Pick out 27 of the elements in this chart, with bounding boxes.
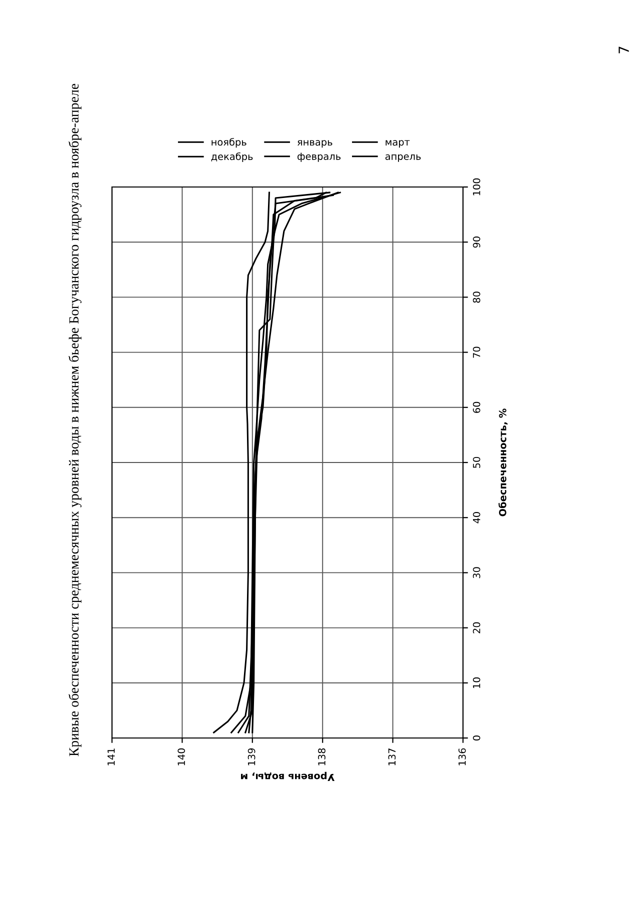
legend-label: январь: [298, 140, 332, 148]
y-tick-label: 0: [472, 736, 480, 740]
y-tick-label: 100: [472, 178, 480, 196]
y-tick-label: 60: [472, 402, 480, 413]
y-tick-label: 30: [472, 567, 480, 578]
text: 7: [618, 46, 629, 54]
legend-label: февраль: [298, 152, 341, 162]
x-tick-label: 138: [318, 748, 326, 766]
x-axis-title: Уровень воды, м: [241, 772, 335, 781]
legend-label: март: [386, 140, 410, 148]
y-axis-title: Обеспеченность, %: [498, 408, 508, 516]
legend-label: декабрь: [211, 152, 253, 162]
x-tick-label: 136: [458, 748, 466, 766]
x-tick-label: 139: [248, 748, 256, 766]
y-tick-label: 10: [472, 677, 480, 688]
x-tick-label: 140: [178, 748, 186, 766]
y-tick-label: 50: [472, 456, 480, 468]
text: Кривые обеспеченности среднемесячных уровней воды в нижнем бьефе Богучанского гидроузла в ноябре-апреле: [68, 84, 82, 756]
legend-label: ноябрь: [212, 138, 246, 148]
x-tick-label: 141: [108, 748, 115, 766]
legend-label: апрель: [385, 154, 421, 162]
y-tick-label: 80: [472, 292, 480, 303]
y-tick-label: 90: [472, 236, 480, 248]
x-tick-label: 137: [388, 748, 396, 766]
y-tick-label: 70: [472, 346, 480, 358]
y-tick-label: 20: [472, 622, 480, 634]
y-tick-label: 40: [472, 512, 480, 524]
